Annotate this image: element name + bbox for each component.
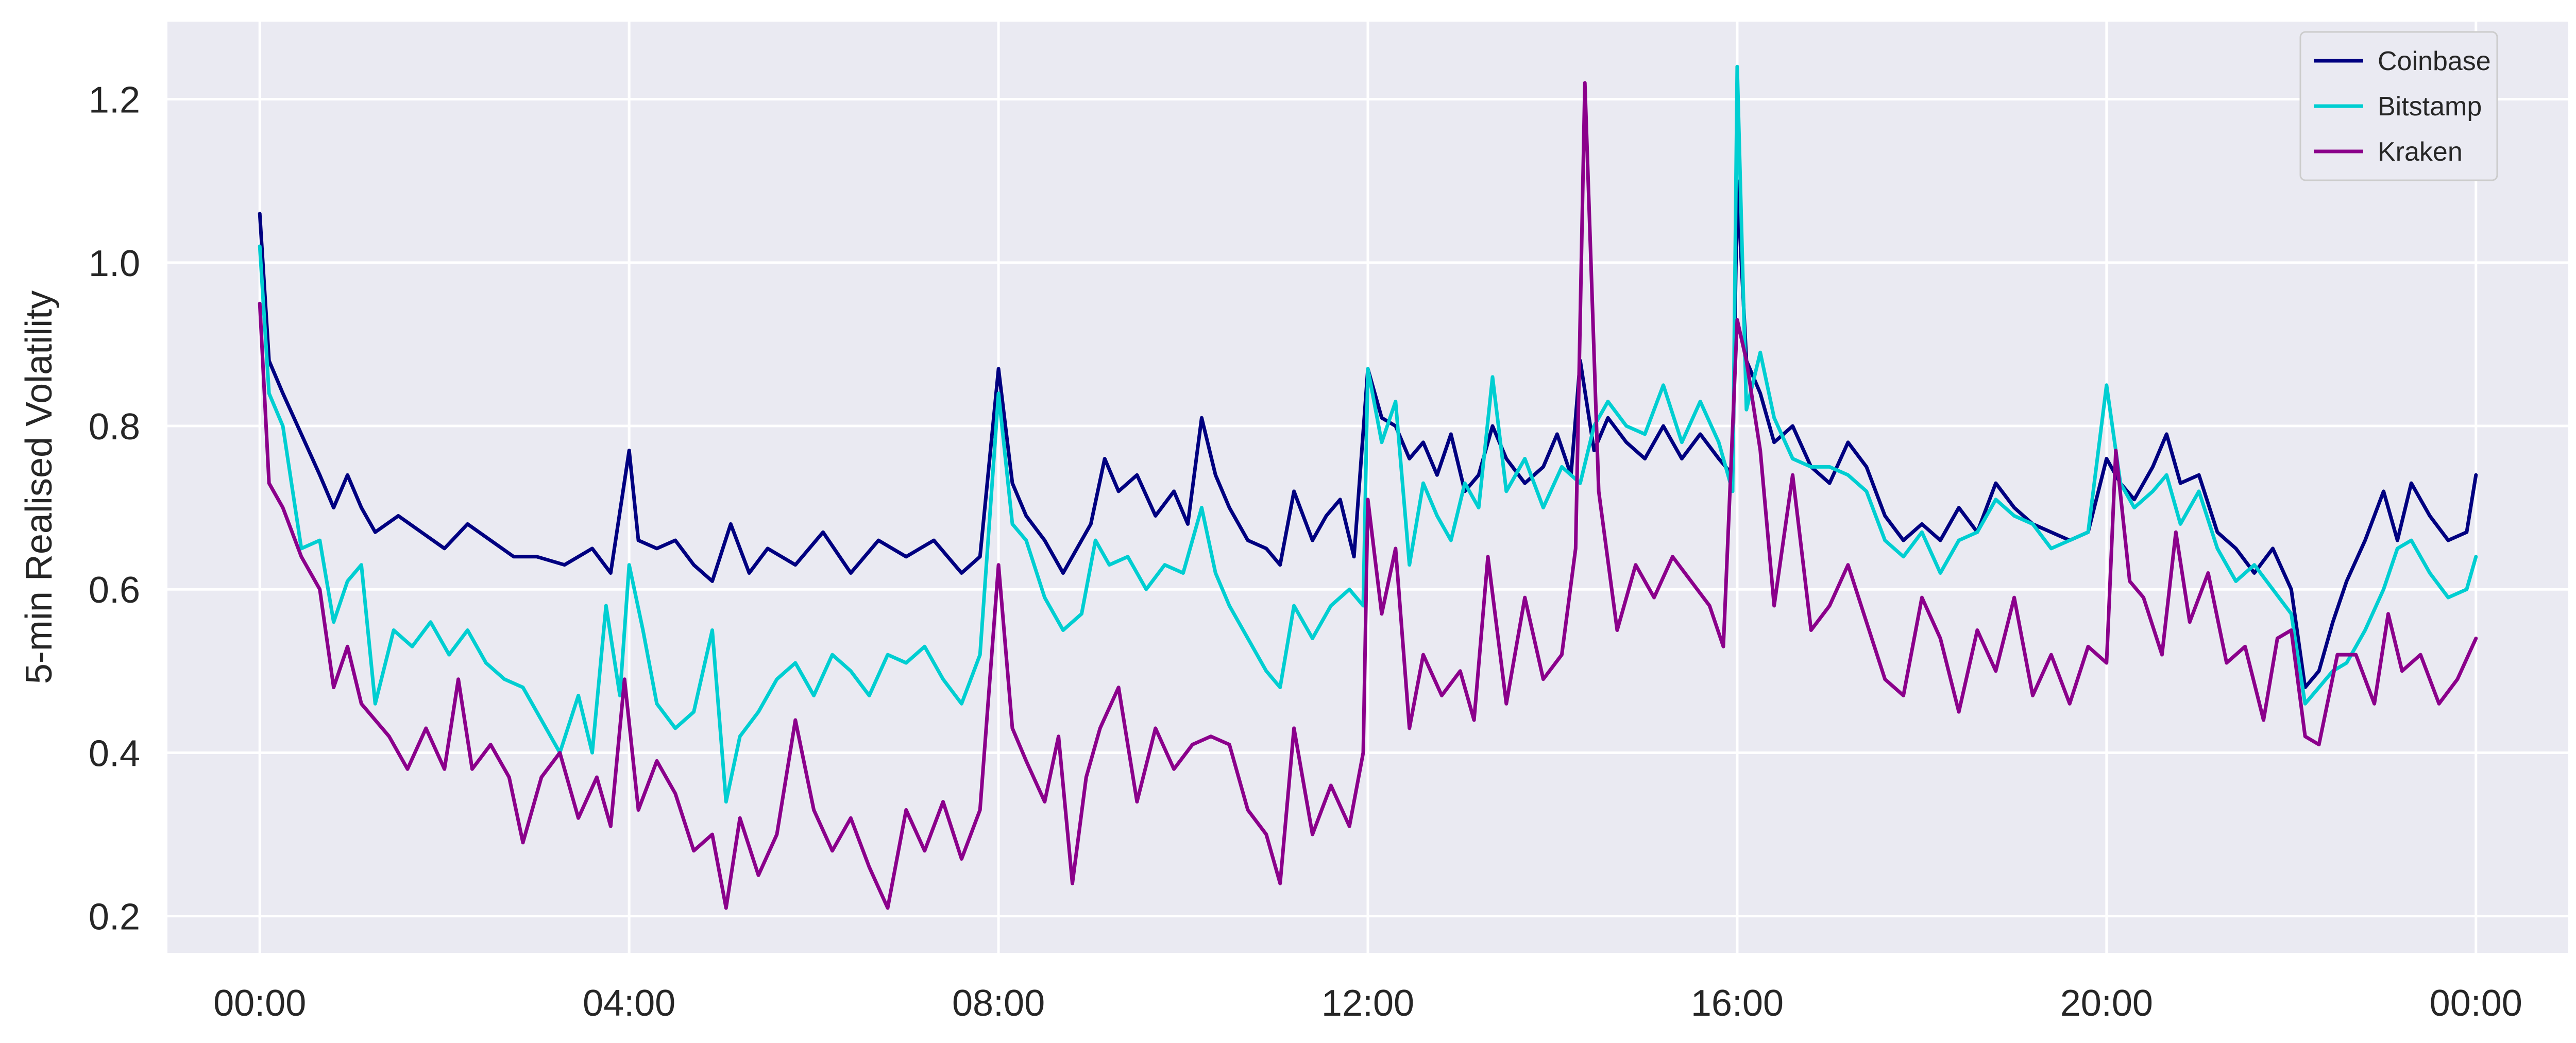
y-axis-label: 5-min Realised Volatility	[19, 290, 60, 684]
x-tick-label: 04:00	[583, 983, 675, 1024]
y-tick-label: 0.6	[89, 570, 140, 611]
x-tick-label: 00:00	[213, 983, 306, 1024]
legend: Coinbase Bitstamp Kraken	[2299, 31, 2498, 181]
series-line-kraken	[258, 81, 2478, 910]
legend-label-kraken: Kraken	[2378, 137, 2463, 167]
x-tick-label: 16:00	[1691, 983, 1784, 1024]
x-tick-label: 12:00	[1321, 983, 1414, 1024]
y-tick-label: 1.0	[89, 243, 140, 284]
series-lines	[258, 64, 2478, 910]
series-line-coinbase	[258, 179, 2478, 690]
legend-label-coinbase: Coinbase	[2378, 46, 2491, 76]
x-tick-label: 08:00	[952, 983, 1045, 1024]
x-tick-label: 20:00	[2060, 983, 2153, 1024]
legend-box	[2299, 31, 2498, 181]
y-tick-label: 0.8	[89, 406, 140, 448]
series-line-bitstamp	[258, 64, 2478, 804]
y-tick-label: 0.2	[89, 897, 140, 938]
y-tick-label: 1.2	[89, 80, 140, 121]
legend-label-bitstamp: Bitstamp	[2378, 92, 2482, 122]
x-axis-ticks: 00:00 04:00 08:00 12:00 16:00 20:00 00:00	[213, 983, 2522, 1024]
y-tick-label: 0.4	[89, 733, 140, 774]
x-tick-label: 00:00	[2430, 983, 2522, 1024]
y-axis-ticks: 0.2 0.4 0.6 0.8 1.0 1.2	[89, 80, 140, 938]
